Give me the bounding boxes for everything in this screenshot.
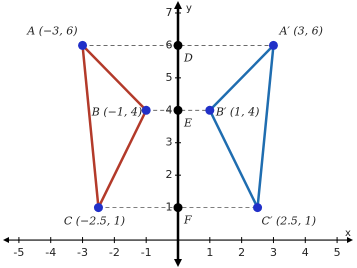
x-arrow-left [3, 237, 9, 244]
x-tick-label: 1 [206, 246, 213, 259]
x-tick-label: 4 [302, 246, 309, 259]
axis-point [173, 105, 183, 115]
vertex-label: B′ (1, 4) [215, 105, 260, 118]
y-arrow-top [174, 1, 182, 9]
y-tick-label: 1 [166, 201, 173, 214]
triangle [208, 42, 276, 213]
axis-point-label: E [183, 116, 192, 129]
y-arrow-bottom [174, 259, 182, 267]
vertex-label: C′ (2.5, 1) [262, 215, 316, 228]
x-arrow-right [347, 237, 353, 244]
x-tick-label: -4 [45, 246, 56, 259]
vertex-label: A (−3, 6) [26, 24, 77, 37]
y-axis-label: y [186, 3, 192, 14]
y-tick-label: 2 [166, 168, 173, 181]
y-tick-label: 3 [166, 136, 173, 149]
y-tick-label: 5 [166, 71, 173, 84]
vertex-point [205, 105, 215, 115]
axis-point [173, 40, 183, 50]
vertex-point [268, 40, 278, 50]
axis-point-label: D [183, 51, 193, 64]
vertex-label: C (−2.5, 1) [64, 215, 125, 228]
vertex-label: B (−1, 4) [91, 105, 142, 118]
x-tick-label: -5 [13, 246, 24, 259]
vertex-label: A′ (3, 6) [278, 24, 323, 37]
y-tick-label: 4 [166, 103, 173, 116]
vertex-point [141, 105, 151, 115]
x-axis-label: x [345, 228, 351, 239]
axis-point [173, 203, 183, 213]
x-tick-label: 3 [270, 246, 277, 259]
x-tick-label: -3 [77, 246, 88, 259]
x-tick-label: 5 [334, 246, 341, 259]
vertex-point [253, 203, 263, 213]
vertex-point [78, 40, 88, 50]
y-tick-label: 7 [166, 6, 173, 19]
x-tick-label: -1 [141, 246, 152, 259]
x-tick-label: 2 [238, 246, 245, 259]
vertex-point [93, 203, 103, 213]
y-tick-label: 6 [166, 38, 173, 51]
triangle [80, 42, 148, 213]
axis-point-label: F [183, 214, 192, 227]
x-tick-label: -2 [109, 246, 120, 259]
